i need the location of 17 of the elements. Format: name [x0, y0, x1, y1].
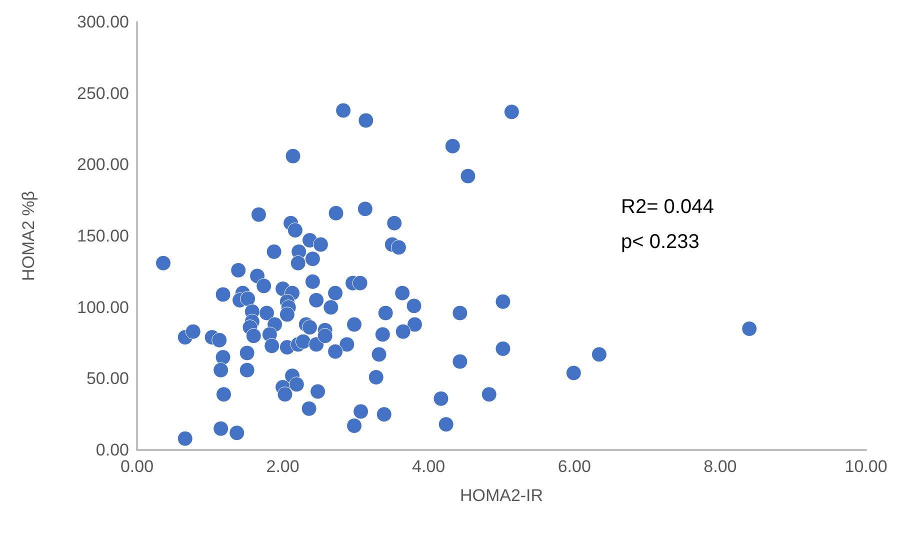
x-axis-title: HOMA2-IR: [460, 486, 544, 505]
y-tick-label: 0.00: [96, 440, 129, 460]
x-tick-label: 0.00: [120, 457, 154, 476]
x-tick-label: 2.00: [266, 457, 300, 476]
y-axis-title: HOMA2 %β: [19, 190, 38, 282]
y-tick-label: 250.00: [77, 84, 129, 103]
x-tick-label: 6.00: [558, 457, 591, 476]
annotation: p< 0.233: [621, 231, 700, 253]
y-tick-label: 150.00: [77, 226, 129, 246]
y-tick-label: 50.00: [86, 369, 129, 388]
y-tick-label: 200.00: [77, 155, 129, 174]
x-tick-label: 4.00: [412, 457, 446, 476]
y-tick-label: 300.00: [77, 12, 129, 32]
x-tick-label: 8.00: [704, 457, 737, 476]
y-tick-label: 100.00: [77, 298, 129, 317]
annotation: R2= 0.044: [621, 196, 714, 218]
x-tick-label: 10.00: [844, 457, 888, 476]
